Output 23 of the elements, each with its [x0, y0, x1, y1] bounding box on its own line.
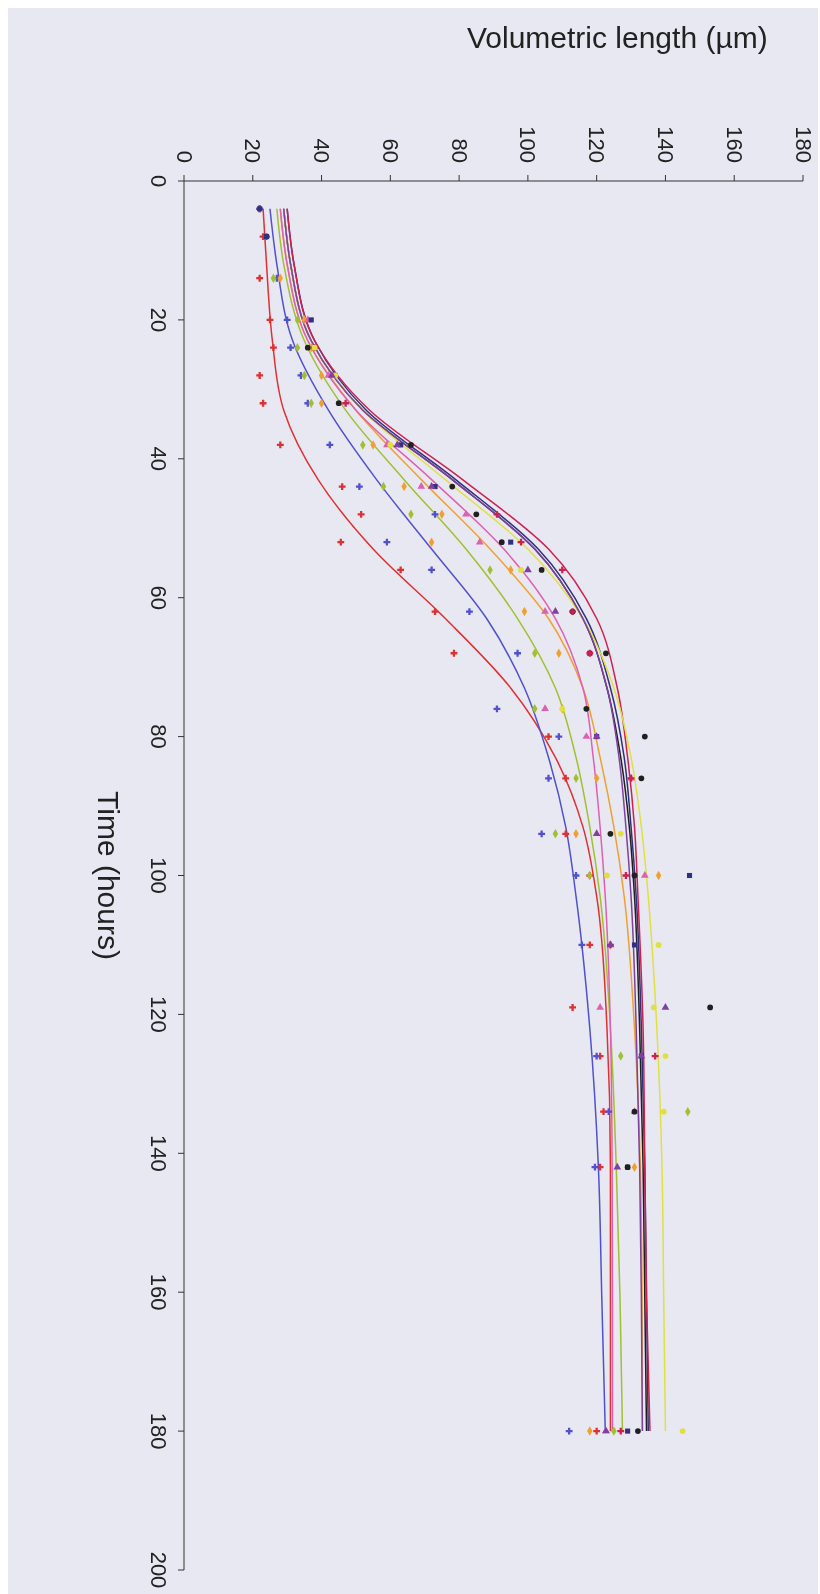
y-tick-label: 200: [145, 1551, 171, 1589]
y-tick-label: 80: [145, 724, 171, 749]
y-tick-label: 0: [145, 174, 171, 188]
y-tick-label: 100: [145, 857, 171, 894]
x-tick-label: 180: [790, 126, 816, 163]
y-axis-title: Time (hours): [91, 791, 125, 960]
x-tick-label: 160: [721, 126, 747, 163]
y-tick-label: 120: [145, 996, 171, 1033]
y-tick-label: 60: [145, 585, 171, 610]
x-tick-label: 140: [652, 126, 678, 163]
x-tick-label: 120: [584, 126, 610, 163]
y-tick-label: 140: [145, 1134, 171, 1172]
x-tick-label: 60: [377, 138, 403, 163]
x-tick-label: 100: [515, 126, 541, 163]
x-tick-label: 80: [446, 138, 472, 163]
x-tick-label: 40: [309, 138, 335, 163]
x-axis-title: Volumetric length (µm): [466, 21, 768, 54]
y-tick-label: 160: [145, 1273, 171, 1311]
x-tick-label: 20: [240, 138, 266, 163]
x-tick-label: 0: [171, 150, 197, 163]
y-tick-label: 180: [145, 1412, 171, 1450]
y-tick-label: 20: [145, 307, 171, 333]
y-tick-label: 40: [145, 446, 171, 472]
